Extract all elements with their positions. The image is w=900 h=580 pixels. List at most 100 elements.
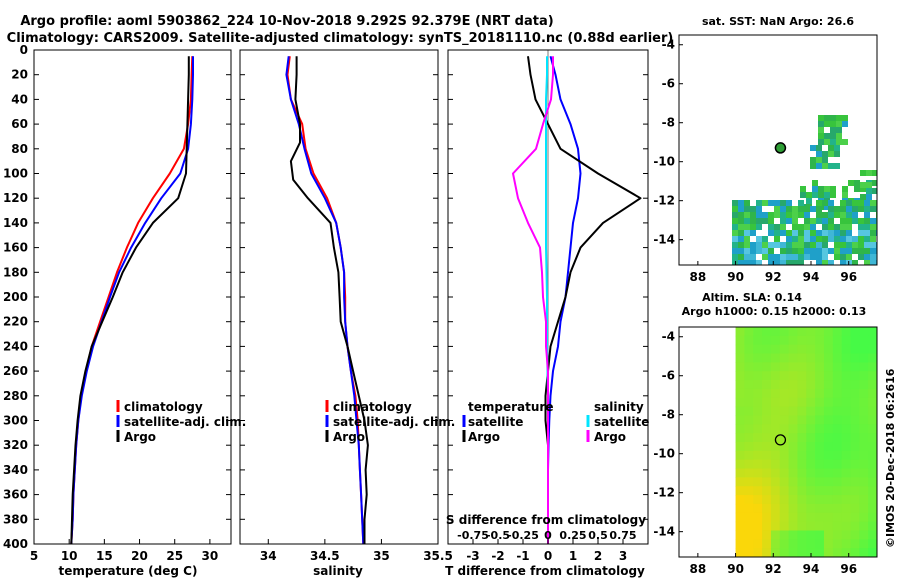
sla-cell xyxy=(832,548,843,557)
sst-cell xyxy=(738,212,744,218)
y-tick-label: 400 xyxy=(3,537,28,551)
sla-cell xyxy=(841,335,852,346)
sla-cell xyxy=(868,353,877,363)
sla-cell xyxy=(788,388,799,399)
sst-cell xyxy=(738,206,744,212)
sla-cell xyxy=(788,415,799,425)
sst-cell xyxy=(768,254,774,260)
imos-credit: ©IMOS 20-Dec-2018 06:2616 xyxy=(884,368,897,548)
sst-cell xyxy=(812,192,818,198)
sla-cell xyxy=(770,486,781,496)
sla-cell xyxy=(770,442,781,452)
sst-cell xyxy=(822,236,828,242)
sst-cell xyxy=(786,200,792,206)
sla-cell xyxy=(823,539,834,549)
sla-cell xyxy=(806,371,816,381)
sla-cell xyxy=(753,424,763,434)
sst-cell xyxy=(842,192,848,198)
sla-cell xyxy=(841,539,852,549)
sst-cell xyxy=(780,212,786,218)
sla-cell xyxy=(850,353,860,363)
sla-cell xyxy=(868,468,877,478)
series-line-t-argo xyxy=(527,56,642,544)
y-tick-label: 160 xyxy=(3,241,28,255)
sst-cell xyxy=(830,133,836,139)
sla-cell xyxy=(797,539,807,549)
sst-cell xyxy=(756,248,762,254)
sst-cell xyxy=(816,206,822,212)
sst-cell xyxy=(836,139,842,145)
sst-cell xyxy=(870,254,876,260)
sst-cell xyxy=(786,248,792,254)
sla-cell xyxy=(859,344,869,355)
sla-cell xyxy=(744,335,754,346)
sst-cell xyxy=(804,212,810,218)
sla-cell xyxy=(815,371,825,381)
sla-cell xyxy=(859,521,869,532)
y-tick-label: 220 xyxy=(3,315,28,329)
sla-cell xyxy=(823,380,834,390)
sla-cell xyxy=(832,442,843,452)
sla-cell xyxy=(797,380,807,390)
sst-cell xyxy=(750,260,756,265)
sst-cell xyxy=(840,218,846,224)
sla-cell xyxy=(815,495,825,505)
sla-cell xyxy=(806,327,816,337)
sst-cell xyxy=(834,236,840,242)
sla-cell xyxy=(815,344,825,355)
sst-cell xyxy=(804,248,810,254)
map-x-tick-label: 92 xyxy=(765,270,782,284)
sla-cell xyxy=(788,335,799,346)
x2-tick-label: -0.75 xyxy=(457,529,489,542)
sst-cell xyxy=(864,260,870,265)
sla-cell xyxy=(753,503,763,514)
sla-cell xyxy=(753,327,763,337)
sla-cell xyxy=(788,521,799,532)
sst-cell xyxy=(744,224,750,230)
sst-cell xyxy=(792,236,798,242)
sla-cell xyxy=(797,503,807,514)
legend-satellite-label: satellite-adj. clim. xyxy=(124,415,246,429)
sst-cell xyxy=(822,218,828,224)
sst-cell xyxy=(744,254,750,260)
sla-cell xyxy=(823,503,834,514)
sst-cell xyxy=(768,248,774,254)
sla-cell xyxy=(770,397,781,408)
sla-cell xyxy=(868,503,877,514)
sla-cell xyxy=(859,512,869,523)
sla-cell xyxy=(841,468,852,478)
sla-cell xyxy=(815,468,825,478)
sla-cell xyxy=(788,424,799,434)
sst-cell xyxy=(810,157,816,163)
sla-cell xyxy=(859,548,869,557)
x2-tick-label: 0.5 xyxy=(588,529,608,542)
sst-cell xyxy=(732,236,738,242)
sst-cell xyxy=(744,230,750,236)
sla-cell xyxy=(753,521,763,532)
sla-cell xyxy=(832,344,843,355)
sst-cell xyxy=(828,145,834,151)
sla-cell xyxy=(753,344,763,355)
sst-cell xyxy=(786,260,792,265)
sla-cell xyxy=(823,388,834,399)
sst-cell xyxy=(792,260,798,265)
sst-cell xyxy=(818,192,824,198)
sst-cell xyxy=(846,218,852,224)
y-tick-label: 320 xyxy=(3,438,28,452)
sla-cell xyxy=(753,450,763,461)
sla-cell xyxy=(770,335,781,346)
sst-cell xyxy=(768,212,774,218)
sst-cell xyxy=(756,242,762,248)
sst-cell xyxy=(828,218,834,224)
sst-cell xyxy=(812,180,818,186)
sla-cell xyxy=(868,362,877,372)
sla-cell xyxy=(735,388,746,399)
sla-cell xyxy=(797,548,807,557)
sst-cell xyxy=(816,212,822,218)
sst-cell xyxy=(732,230,738,236)
sla-cell xyxy=(762,424,772,434)
sst-cell xyxy=(806,198,812,204)
sst-cell xyxy=(732,206,738,212)
sst-cell xyxy=(812,186,818,192)
